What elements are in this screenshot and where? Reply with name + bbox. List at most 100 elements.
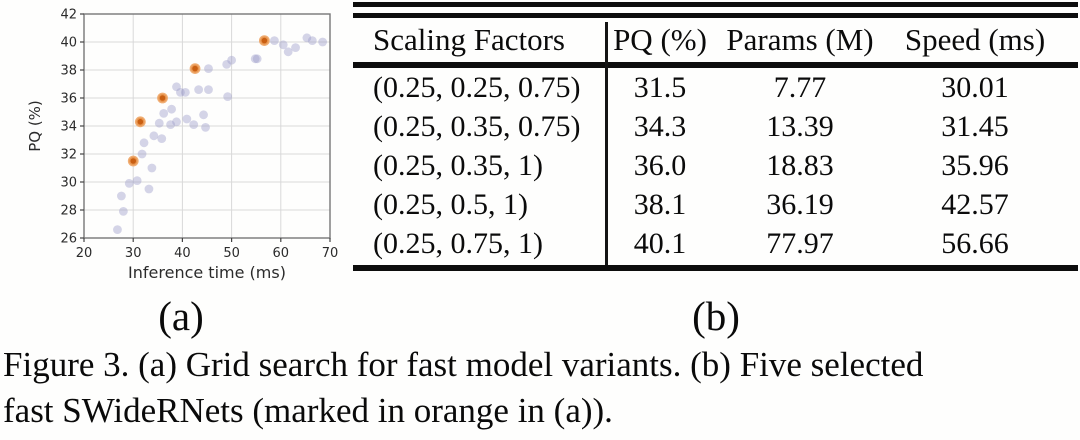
scatter-point-candidate xyxy=(182,114,192,124)
x-tick-label: 60 xyxy=(273,246,290,261)
y-tick-label: 30 xyxy=(60,176,77,191)
scatter-plot: 20 30 40 50 60 70 26 28 30 32 34 36 38 40 42 Inference … xyxy=(26,8,339,283)
scatter-point-candidate xyxy=(132,176,142,186)
table-cell-scaling-factors: (0.25, 0.35, 0.75) xyxy=(373,109,581,143)
x-tick-label: 50 xyxy=(223,246,240,261)
table-row: (0.25, 0.35, 1) 36.0 18.83 35.96 xyxy=(353,146,1078,185)
column-header-params: Params (M) xyxy=(726,22,874,57)
scatter-point-candidate xyxy=(252,54,262,64)
scatter-point-candidate xyxy=(139,138,149,148)
x-tick-label: 40 xyxy=(174,246,191,261)
table-cell-scaling-factors: (0.25, 0.75, 1) xyxy=(373,226,543,260)
y-axis-label: PQ (%) xyxy=(26,100,44,152)
scatter-point-candidate xyxy=(172,82,181,92)
scatter-point-candidate xyxy=(318,37,328,47)
scatter-point-candidate xyxy=(116,191,126,201)
scatter-point-candidate xyxy=(157,134,167,144)
scatter-point-candidate xyxy=(159,109,169,118)
scatter-point-candidate xyxy=(283,47,293,57)
scatter-point-candidate xyxy=(172,117,181,127)
table-bottom-rule xyxy=(353,265,1078,271)
x-tick-label: 20 xyxy=(76,246,93,261)
x-axis-label: Inference time (ms) xyxy=(128,263,286,282)
y-tick-label: 34 xyxy=(60,120,77,135)
scatter-point-candidate xyxy=(223,92,233,101)
scatter-point-candidate xyxy=(118,207,128,216)
table-row: (0.25, 0.5, 1) 38.1 36.19 42.57 xyxy=(353,185,1078,224)
table-cell-scaling-factors: (0.25, 0.25, 0.75) xyxy=(373,70,581,104)
scatter-point-candidate xyxy=(137,149,147,159)
scatter-plot-panel: 20 30 40 50 60 70 26 28 30 32 34 36 38 40 42 Inference … xyxy=(0,0,352,292)
table-cell-speed: 31.45 xyxy=(941,109,1009,143)
scatter-point-candidate xyxy=(204,64,213,73)
table-cell-params: 18.83 xyxy=(766,148,834,182)
caption-line-2: fast SWideRNets (marked in orange in (a)… xyxy=(3,391,613,430)
caption-line-1: Figure 3. (a) Grid search for fast model… xyxy=(3,345,924,384)
scatter-point-selected xyxy=(258,35,270,46)
figure-caption: Figure 3. (a) Grid search for fast model… xyxy=(3,342,1079,434)
y-tick-label: 36 xyxy=(60,92,77,107)
table-cell-scaling-factors: (0.25, 0.5, 1) xyxy=(373,187,528,221)
scatter-point-selected xyxy=(157,92,168,104)
table-cell-pq: 36.0 xyxy=(633,148,687,182)
table-cell-speed: 35.96 xyxy=(941,148,1009,182)
column-header-speed: Speed (ms) xyxy=(904,22,1046,57)
table-cell-pq: 38.1 xyxy=(633,187,687,221)
y-tick-label: 42 xyxy=(60,8,77,23)
x-tick-label: 30 xyxy=(125,246,142,261)
y-tick-label: 26 xyxy=(60,232,77,247)
table-cell-params: 36.19 xyxy=(766,187,834,221)
scatter-point-candidate xyxy=(144,184,154,194)
table-cell-speed: 56.66 xyxy=(941,226,1009,260)
table-body: (0.25, 0.25, 0.75) 31.5 7.77 30.01 (0.25, 0.… xyxy=(353,68,1078,263)
scatter-point-candidate xyxy=(302,33,312,43)
scatter-point-candidate xyxy=(189,120,199,129)
table-top-rule-outer xyxy=(353,2,1078,7)
scatter-point-candidate xyxy=(176,88,185,97)
scatter-point-candidate xyxy=(194,85,204,94)
scatter-point-candidate xyxy=(166,120,175,129)
table-top-rule-inner xyxy=(353,13,1078,18)
y-tick-label: 32 xyxy=(60,148,77,163)
scatter-point-candidate xyxy=(270,36,279,45)
scatter-point-candidate xyxy=(199,110,208,120)
table-cell-params: 7.77 xyxy=(773,70,827,104)
table-cell-scaling-factors: (0.25, 0.35, 1) xyxy=(373,148,543,182)
y-tick-label: 28 xyxy=(60,204,77,219)
scatter-point-candidate xyxy=(147,163,157,173)
scatter-point-candidate xyxy=(204,85,213,94)
column-header-pq: PQ (%) xyxy=(613,22,707,57)
table-cell-speed: 30.01 xyxy=(941,70,1009,104)
scatter-point-candidate xyxy=(250,54,260,64)
scatter-point-selected xyxy=(127,155,139,167)
column-header-scaling-factors: Scaling Factors xyxy=(373,22,565,57)
scatter-point-candidate xyxy=(222,60,232,69)
scatter-point-candidate xyxy=(307,36,317,45)
table-header-row: Scaling Factors PQ (%) Params (M) Speed … xyxy=(353,18,1078,62)
table-cell-pq: 40.1 xyxy=(633,226,687,260)
scatter-point-candidate xyxy=(167,104,176,114)
scatter-point-candidate xyxy=(291,43,300,52)
scatter-point-candidate xyxy=(149,131,159,141)
scatter-point-candidate xyxy=(154,118,164,128)
table-column-divider xyxy=(605,22,608,265)
y-tick-label: 40 xyxy=(60,36,77,51)
table-cell-params: 13.39 xyxy=(766,109,834,143)
scatter-point-selected xyxy=(189,63,201,74)
table-row: (0.25, 0.35, 0.75) 34.3 13.39 31.45 xyxy=(353,107,1078,146)
scatter-point-candidate xyxy=(180,88,190,97)
scatter-point-candidate xyxy=(201,123,210,132)
table-cell-speed: 42.57 xyxy=(941,187,1009,221)
x-tick-label: 70 xyxy=(322,246,339,261)
table-cell-pq: 31.5 xyxy=(633,70,687,104)
y-tick-label: 38 xyxy=(60,64,77,79)
table-row: (0.25, 0.75, 1) 40.1 77.97 56.66 xyxy=(353,224,1078,263)
table-cell-pq: 34.3 xyxy=(633,109,687,143)
scatter-point-candidate xyxy=(278,40,288,50)
scatter-point-candidate xyxy=(227,55,237,65)
scatter-point-candidate xyxy=(113,225,122,235)
scatter-point-candidate xyxy=(124,179,134,188)
results-table: Scaling Factors PQ (%) Params (M) Speed … xyxy=(353,2,1078,271)
panel-b-label: (b) xyxy=(692,293,740,339)
